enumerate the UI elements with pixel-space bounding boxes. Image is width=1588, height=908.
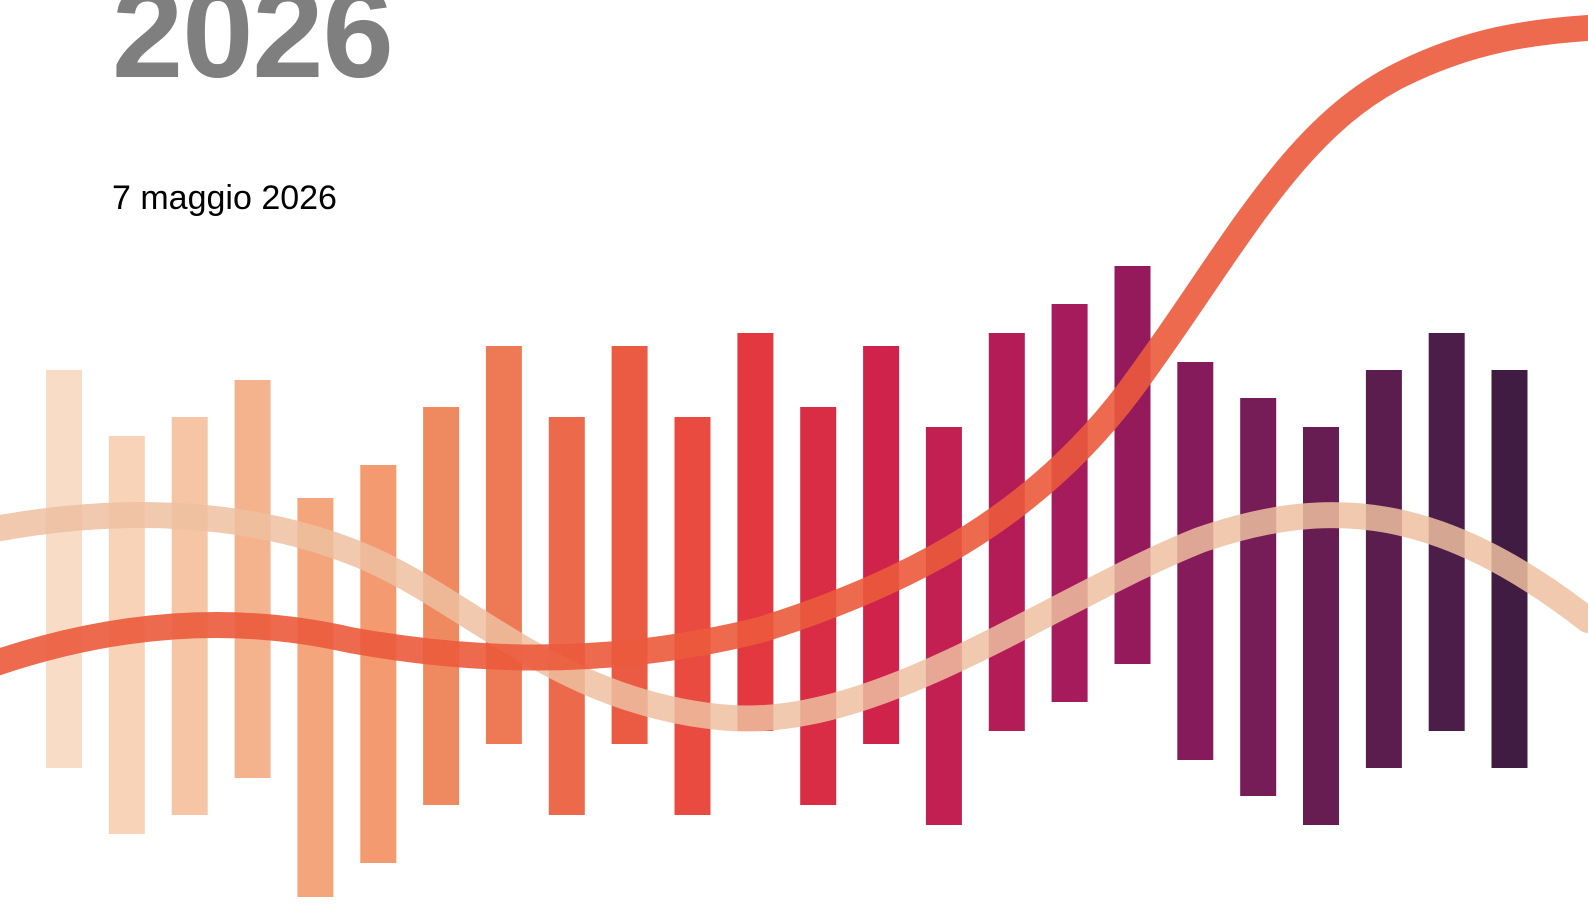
- decorative-bar: [1051, 304, 1088, 702]
- decorative-bar: [1240, 398, 1277, 796]
- decorative-bar: [360, 465, 397, 863]
- decorative-bar: [234, 380, 271, 778]
- bars-group: [46, 266, 1528, 897]
- decorative-bar: [46, 370, 82, 768]
- decorative-bar: [737, 333, 774, 731]
- decorative-bar: [1365, 370, 1402, 768]
- strong-wave-line: [0, 15, 1588, 676]
- decorative-bar: [297, 498, 334, 897]
- decorative-bar: [1303, 427, 1339, 825]
- decorative-bar: [548, 417, 585, 815]
- light-wave-line: [0, 502, 1588, 732]
- cover-year-title: 2026: [112, 0, 394, 105]
- decorative-bar: [485, 346, 522, 744]
- decorative-bar: [611, 346, 648, 744]
- decorative-bar: [674, 417, 711, 815]
- cover-date: 7 maggio 2026: [112, 179, 337, 217]
- decorative-bar: [1114, 266, 1151, 664]
- decorative-bar: [925, 427, 962, 825]
